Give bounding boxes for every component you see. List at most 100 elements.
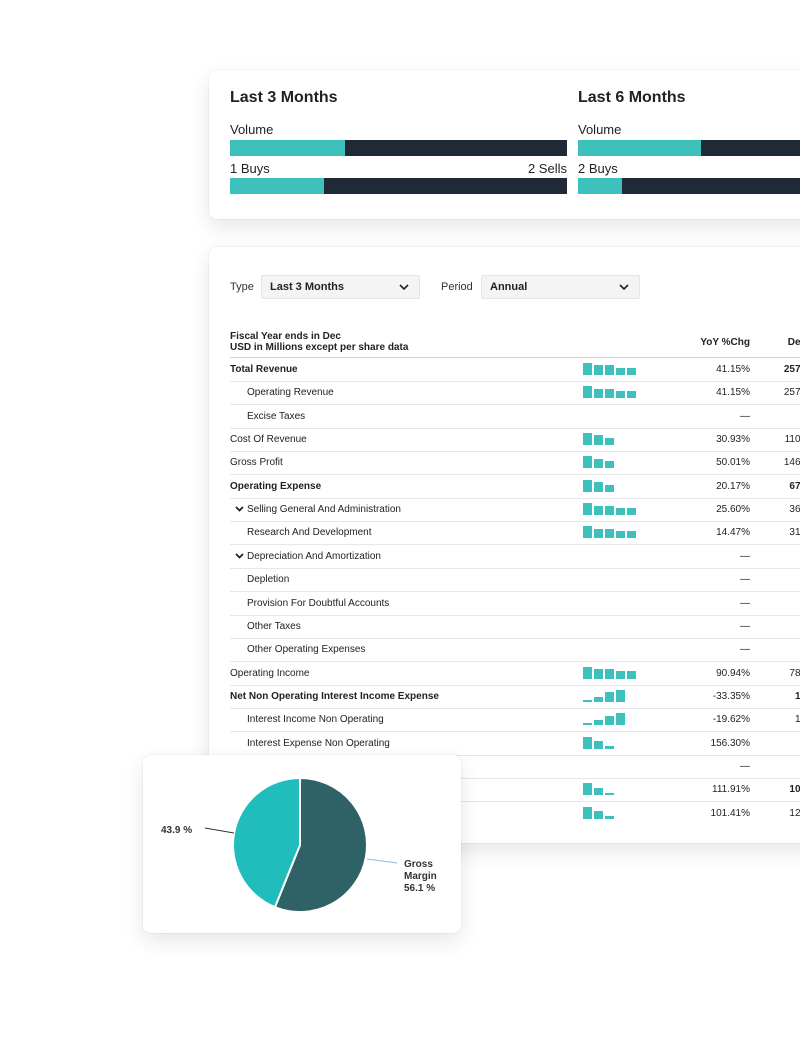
table-row: Cost Of Revenue 30.93% 110,939	[230, 428, 800, 453]
row-sparkline	[583, 479, 643, 493]
row-sparkline	[583, 782, 643, 796]
row-label: Net Non Operating Interest Income Expens…	[230, 690, 439, 702]
sparkline-bar	[594, 482, 603, 492]
table-row: Operating Expense 20.17% 67,984	[230, 475, 800, 499]
row-label: Operating Expense	[230, 480, 322, 492]
dec-21-value: 36,422	[789, 504, 800, 516]
volume-bar-fill	[230, 140, 345, 156]
column-header-yoy[interactable]: YoY %Chg	[700, 337, 750, 348]
row-label: Depreciation And Amortization	[247, 550, 381, 562]
volume-bar-fill	[578, 140, 702, 156]
row-sparkline	[583, 736, 643, 750]
table-row[interactable]: Depreciation And Amortization ——	[230, 545, 800, 569]
volume-bar	[578, 140, 800, 156]
pie-leader-line-gross-margin	[366, 858, 398, 864]
yoy-change-value: 14.47%	[716, 527, 750, 539]
sparkline-bar	[583, 386, 592, 399]
dec-21-value: —	[750, 598, 800, 609]
yoy-change-value: 50.01%	[716, 457, 750, 469]
buys-bar-fill	[230, 178, 325, 194]
table-row: Provision For Doubtful Accounts ——	[230, 592, 800, 616]
sparkline-bar	[605, 484, 614, 492]
row-label: Operating Income	[230, 667, 310, 679]
sparkline-bar	[583, 363, 592, 375]
row-sparkline	[583, 362, 643, 376]
row-label: Total Revenue	[230, 364, 298, 375]
volume-label: Volume	[578, 122, 622, 137]
gross-margin-pie-chart	[204, 776, 398, 913]
buys-sells-bar	[578, 178, 800, 194]
sparkline-bar	[605, 792, 614, 796]
sparkline-bar	[605, 461, 614, 469]
column-header-dec-21[interactable]: Dec 21	[787, 337, 800, 348]
table-row: Excise Taxes ——	[230, 405, 800, 429]
table-row: 111.91% 10,867	[230, 778, 800, 803]
sparkline-bar	[605, 746, 614, 749]
table-row: Other Operating Expenses ——	[230, 638, 800, 663]
table-row[interactable]: Selling General And Administration 25.60%…	[230, 498, 800, 523]
fiscal-year-note: Fiscal Year ends in Dec	[230, 331, 341, 342]
sparkline-bar	[627, 531, 636, 539]
sells-label: 2 Sells	[527, 161, 567, 176]
sparkline-bar	[594, 458, 603, 469]
sparkline-bar	[627, 391, 636, 399]
row-label: Depletion	[247, 574, 290, 586]
yoy-change-value: 41.15%	[716, 387, 750, 399]
table-header-label: Fiscal Year ends in Dec USD in Millions …	[230, 331, 408, 353]
pie-slice-other[interactable]	[232, 776, 301, 909]
yoy-change-value: -33.35%	[712, 690, 750, 702]
row-label: Provision For Doubtful Accounts	[247, 597, 390, 609]
pie-slice-gross-margin[interactable]	[273, 776, 368, 913]
sparkline-bar	[605, 365, 614, 375]
yoy-change-value: 25.60%	[716, 504, 750, 516]
yoy-change-value: -19.62%	[712, 714, 750, 726]
sparkline-bar	[616, 367, 625, 375]
chevron-down-icon[interactable]	[235, 553, 244, 559]
yoy-change-value: 101.41%	[710, 807, 750, 819]
row-sparkline	[583, 712, 643, 726]
volume-bar	[230, 140, 567, 156]
yoy-change-value: —	[740, 597, 750, 609]
yoy-change-value: —	[740, 620, 750, 632]
yoy-change-value: —	[740, 574, 750, 586]
period-select[interactable]: Annual	[481, 275, 640, 299]
dec-21-value: 78,714	[789, 667, 800, 679]
sparkline-bar	[594, 697, 603, 702]
chevron-down-icon[interactable]	[235, 506, 244, 512]
type-select[interactable]: Last 3 Months	[261, 275, 420, 299]
table-row: Total Revenue 41.15% 257,637	[230, 358, 800, 382]
table-row: Operating Income 90.94% 78,714	[230, 662, 800, 686]
sparkline-bar	[583, 722, 592, 726]
row-sparkline	[583, 666, 643, 680]
sparkline-bar	[605, 668, 614, 679]
sparkline-bar	[594, 435, 603, 446]
table-row: Other Taxes ——	[230, 615, 800, 639]
table-row: Interest Income Non Operating -19.62% 1,49…	[230, 708, 800, 733]
sparkline-bar	[594, 811, 603, 819]
dec-21-value: —	[750, 644, 800, 655]
pie-label-other: 43.9 %	[161, 825, 193, 836]
row-label: Interest Income Non Operating	[247, 714, 384, 726]
sparkline-bar	[583, 806, 592, 819]
sparkline-bar	[616, 507, 625, 516]
yoy-change-value: —	[740, 550, 750, 562]
dec-21-value: 10,867	[789, 784, 800, 796]
type-label: Type	[230, 281, 254, 293]
sparkline-bar	[594, 365, 603, 375]
chevron-down-icon	[619, 284, 629, 291]
row-sparkline	[583, 502, 643, 516]
insider-activity-card: Last 3 Months Volume 1 Buys 2 Sells Last…	[209, 70, 800, 219]
sparkline-bar	[616, 689, 625, 702]
sparkline-bar	[594, 668, 603, 679]
yoy-change-value: 111.91%	[712, 784, 750, 796]
row-sparkline	[583, 455, 643, 469]
dec-21-value: 67,984	[789, 480, 800, 492]
financials-card: Type Last 3 Months Period Annual Fiscal …	[209, 247, 800, 843]
sparkline-bar	[616, 531, 625, 539]
sparkline-bar	[594, 720, 603, 726]
row-sparkline	[583, 525, 643, 539]
sparkline-bar	[583, 736, 592, 749]
sparkline-bar	[583, 666, 592, 679]
sparkline-bar	[583, 783, 592, 796]
pie-label-line: Gross	[404, 859, 433, 870]
